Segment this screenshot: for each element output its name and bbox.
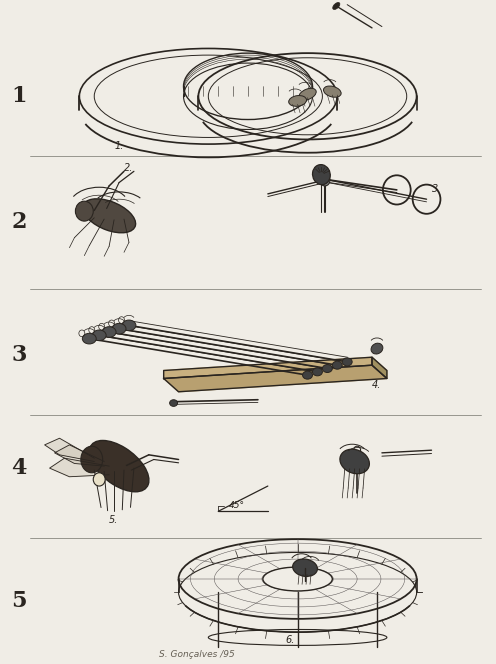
Ellipse shape	[170, 400, 178, 406]
Ellipse shape	[322, 365, 332, 373]
Text: 4: 4	[11, 457, 26, 479]
Ellipse shape	[289, 96, 307, 106]
Ellipse shape	[82, 333, 96, 344]
Text: 4.: 4.	[372, 380, 381, 390]
Ellipse shape	[102, 327, 116, 337]
Ellipse shape	[323, 86, 341, 97]
Ellipse shape	[92, 330, 106, 341]
Ellipse shape	[93, 473, 105, 486]
Polygon shape	[372, 357, 387, 378]
Text: 6.: 6.	[285, 635, 295, 645]
Text: 1: 1	[11, 85, 27, 108]
Ellipse shape	[312, 368, 322, 376]
Polygon shape	[55, 445, 104, 466]
Ellipse shape	[299, 88, 316, 100]
Ellipse shape	[332, 361, 342, 369]
Text: 5.: 5.	[109, 515, 119, 525]
Ellipse shape	[340, 450, 370, 473]
Ellipse shape	[312, 165, 330, 185]
Polygon shape	[50, 458, 109, 477]
Ellipse shape	[122, 320, 136, 331]
Ellipse shape	[293, 559, 317, 576]
Text: 3.: 3.	[432, 184, 441, 195]
Polygon shape	[164, 365, 387, 392]
Text: 3: 3	[11, 344, 26, 367]
Ellipse shape	[263, 567, 332, 591]
Ellipse shape	[371, 343, 383, 354]
Ellipse shape	[342, 358, 352, 366]
Ellipse shape	[333, 3, 340, 9]
Polygon shape	[45, 438, 94, 461]
Ellipse shape	[83, 199, 135, 233]
Text: 1.: 1.	[114, 141, 124, 151]
Text: 2: 2	[11, 211, 27, 234]
Ellipse shape	[112, 323, 126, 334]
Polygon shape	[164, 357, 372, 378]
Text: S. Gonçalves /95: S. Gonçalves /95	[159, 649, 235, 659]
Text: 45°: 45°	[229, 501, 245, 510]
Ellipse shape	[75, 201, 93, 221]
Ellipse shape	[320, 175, 330, 186]
Ellipse shape	[303, 371, 312, 379]
Ellipse shape	[89, 440, 149, 492]
Ellipse shape	[81, 446, 103, 473]
Text: 5: 5	[11, 590, 27, 612]
Text: 2.: 2.	[124, 163, 133, 173]
